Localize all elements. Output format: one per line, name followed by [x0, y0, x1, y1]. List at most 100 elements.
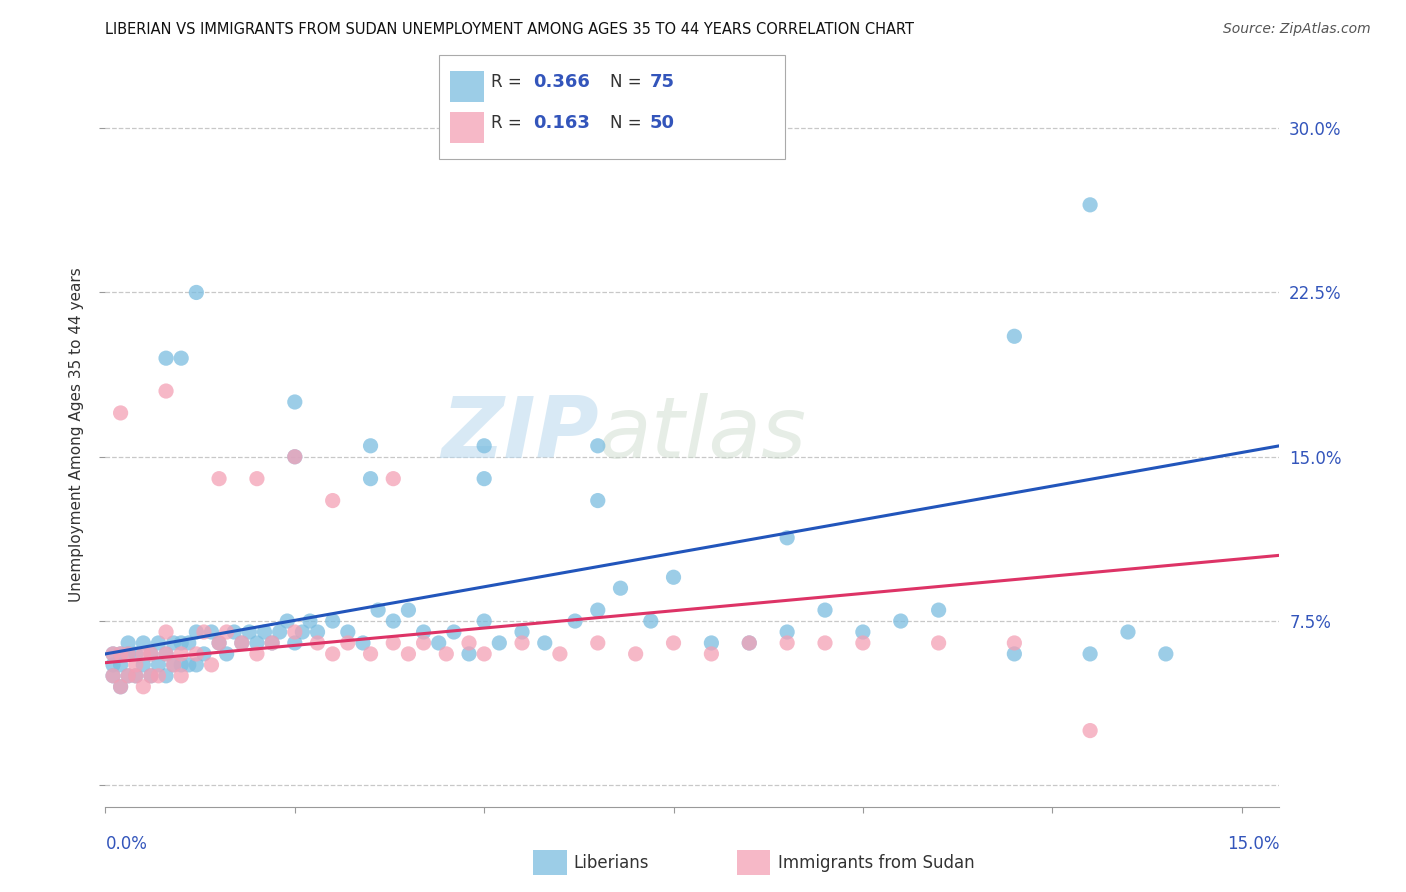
Point [246, 636, 269, 650]
Point [208, 636, 231, 650]
Text: N =: N = [610, 114, 647, 132]
Point [148, 669, 170, 683]
Point [177, 636, 200, 650]
Point [139, 669, 162, 683]
Point [284, 636, 307, 650]
Point [412, 625, 434, 640]
Point [177, 657, 200, 672]
Point [132, 657, 155, 672]
Point [162, 657, 184, 672]
Point [193, 647, 215, 661]
Point [284, 625, 307, 640]
Point [700, 647, 723, 661]
Point [360, 439, 382, 453]
Point [231, 636, 253, 650]
Text: R =: R = [491, 73, 527, 91]
Point [776, 531, 799, 545]
Text: 15.0%: 15.0% [1227, 835, 1279, 853]
Point [662, 570, 685, 584]
Point [117, 669, 139, 683]
Point [224, 625, 246, 640]
Point [110, 657, 132, 672]
Point [458, 636, 481, 650]
Point [186, 625, 208, 640]
Text: atlas: atlas [599, 393, 807, 476]
Point [186, 285, 208, 300]
Point [200, 657, 222, 672]
Point [586, 636, 609, 650]
Text: N =: N = [610, 73, 647, 91]
Point [262, 636, 284, 650]
Point [852, 625, 875, 640]
Point [814, 636, 837, 650]
Point [110, 647, 132, 661]
Point [139, 647, 162, 661]
Point [215, 647, 238, 661]
Point [360, 647, 382, 661]
Point [110, 406, 132, 420]
Point [1078, 723, 1101, 738]
Point [246, 647, 269, 661]
Point [284, 395, 307, 409]
Point [170, 351, 193, 366]
Point [458, 647, 481, 661]
Point [434, 647, 457, 661]
Point [291, 625, 314, 640]
Point [162, 636, 184, 650]
Text: Source: ZipAtlas.com: Source: ZipAtlas.com [1223, 22, 1371, 37]
Point [262, 636, 284, 650]
Point [1002, 647, 1025, 661]
Point [360, 472, 382, 486]
Point [125, 669, 148, 683]
Point [117, 669, 139, 683]
Text: Immigrants from Sudan: Immigrants from Sudan [778, 854, 974, 871]
Point [1154, 647, 1177, 661]
Point [640, 614, 662, 628]
Text: R =: R = [491, 114, 527, 132]
Point [101, 647, 124, 661]
Point [352, 636, 374, 650]
Text: ZIP: ZIP [441, 393, 599, 476]
Point [101, 657, 124, 672]
Point [1116, 625, 1139, 640]
Point [155, 384, 177, 398]
Point [117, 647, 139, 661]
Point [382, 636, 405, 650]
Point [700, 636, 723, 650]
Point [132, 636, 155, 650]
Point [155, 647, 177, 661]
Point [101, 669, 124, 683]
Point [336, 636, 359, 650]
Point [125, 669, 148, 683]
Point [139, 669, 162, 683]
Point [186, 657, 208, 672]
Point [564, 614, 586, 628]
Point [132, 647, 155, 661]
Point [110, 680, 132, 694]
Point [155, 625, 177, 640]
Point [443, 625, 465, 640]
Point [215, 625, 238, 640]
Point [336, 625, 359, 640]
Point [738, 636, 761, 650]
Point [276, 614, 298, 628]
Point [208, 636, 231, 650]
Text: 50: 50 [650, 114, 675, 132]
Point [472, 614, 495, 628]
Point [253, 625, 276, 640]
Point [396, 603, 419, 617]
Point [125, 647, 148, 661]
Point [162, 657, 184, 672]
Point [148, 636, 170, 650]
Point [382, 614, 405, 628]
Point [396, 647, 419, 661]
Point [322, 647, 344, 661]
Point [208, 472, 231, 486]
Point [170, 647, 193, 661]
Point [814, 603, 837, 617]
Point [510, 636, 533, 650]
Point [586, 439, 609, 453]
Point [238, 625, 260, 640]
Point [322, 614, 344, 628]
Point [284, 450, 307, 464]
